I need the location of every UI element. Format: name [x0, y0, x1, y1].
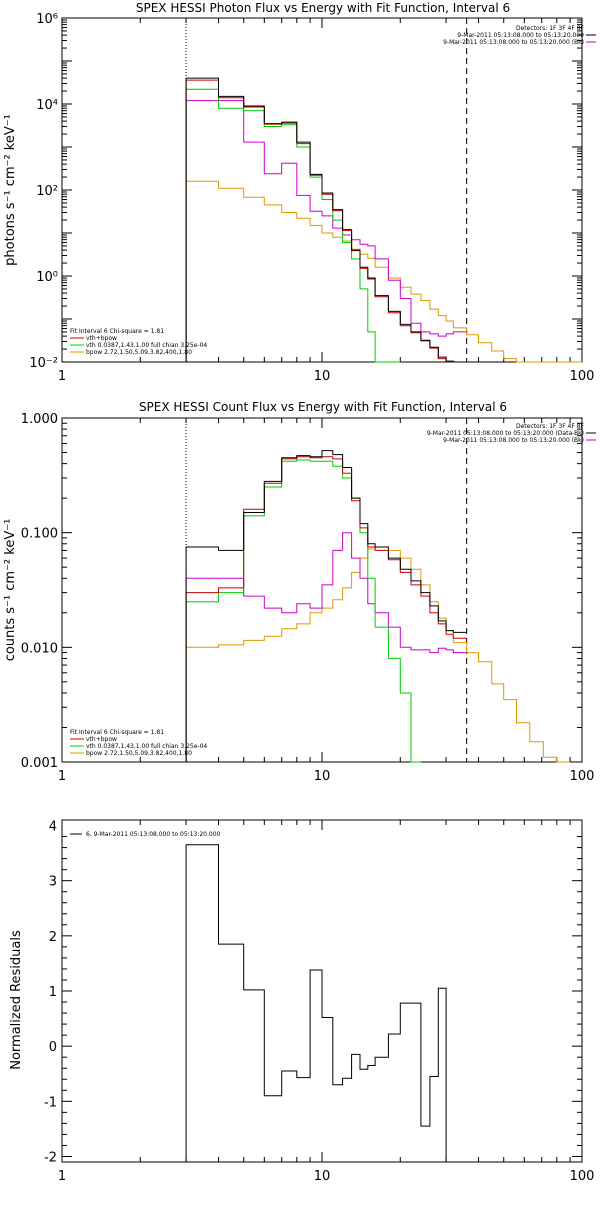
photon-series-bpow	[185, 180, 582, 363]
resid-y-tick-label: 0	[49, 1040, 57, 1055]
count-y-tick-label: 0.100	[21, 527, 58, 542]
resid-y-tick-label: 4	[49, 820, 57, 835]
count-y-tick-label: 0.010	[21, 641, 58, 656]
resid-x-tick-label: 10	[314, 1169, 331, 1184]
photon-x-tick-label: 10	[314, 369, 331, 384]
photon-y-tick-label: 10²	[36, 184, 58, 199]
count-x-tick-label: 10	[314, 769, 331, 784]
count-series-bk	[185, 532, 467, 762]
photon-panel-title: SPEX HESSI Photon Flux vs Energy with Fi…	[136, 1, 510, 15]
photon-header-interval: 9-Mar-2011 05:13:08.000 to 05:13:20.000	[457, 32, 584, 39]
count-x-tick-label: 1	[58, 769, 66, 784]
resid-y-tick-label: -1	[44, 1095, 57, 1110]
resid-y-tick-label: 1	[49, 985, 57, 1000]
photon-legend-vth: vth 0.0387,1.43,1.00 full chian 3.25e-04	[86, 342, 207, 349]
count-header-interval: 9-Mar-2011 05:13:08.000 to 05:13:20.000 …	[427, 430, 584, 437]
photon-legend-model: vth+bpow	[86, 335, 117, 342]
photon-y-tick-label: 10⁻²	[29, 356, 58, 371]
photon-series-vth	[185, 88, 401, 363]
photon-y-tick-label: 10⁶	[36, 12, 58, 27]
photon-legend-fit: Fit Interval 6 Chi-square = 1.81	[70, 328, 164, 335]
count-legend-fit: Fit Interval 6 Chi-square = 1.81	[70, 729, 164, 736]
resid-x-tick-label: 100	[570, 1169, 595, 1184]
count-header-bk: 9-Mar-2011 05:13:08.000 to 05:13:20.000 …	[443, 437, 584, 444]
photon-series-vth-plus-bpow	[185, 79, 467, 363]
resid-legend-text: 6. 9-Mar-2011 05:13:08.000 to 05:13:20.0…	[86, 831, 221, 838]
count-x-tick-label: 100	[570, 769, 595, 784]
count-y-axis-label: counts s⁻¹ cm⁻² keV⁻¹	[3, 519, 18, 662]
photon-x-tick-label: 1	[58, 369, 66, 384]
count-series-vth	[185, 459, 421, 763]
photon-legend-bpow: bpow 2.72,1.50,5.09,3.82,400,1.80	[86, 349, 192, 356]
resid-series-residuals	[185, 844, 447, 1162]
count-y-tick-label: 0.001	[21, 756, 58, 771]
resid-y-tick-label: -2	[44, 1150, 57, 1165]
photon-header-detectors: Detectors: 1F 3F 4F 8F	[516, 25, 585, 32]
photon-header-bk: 9-Mar-2011 05:13:08.000 to 05:13:20.000 …	[443, 39, 584, 46]
count-series-vth-plus-bpow	[185, 456, 467, 762]
photon-x-tick-label: 100	[570, 369, 595, 384]
count-header-detectors: Detectors: 1F 3F 4F 8F	[516, 423, 585, 430]
count-legend-model: vth+bpow	[86, 736, 117, 743]
count-legend-vth: vth 0.0387,1.43,1.00 full chian 3.25e-04	[86, 743, 207, 750]
resid-x-tick-label: 1	[58, 1169, 66, 1184]
photon-y-tick-label: 10⁴	[36, 98, 58, 113]
count-legend-bpow: bpow 2.72,1.50,5.09,3.82,400,1.80	[86, 750, 192, 757]
photon-y-tick-label: 10⁰	[36, 270, 58, 285]
photon-series-bk	[185, 100, 467, 362]
count-panel-title: SPEX HESSI Count Flux vs Energy with Fit…	[139, 400, 507, 414]
photon-y-axis-label: photons s⁻¹ cm⁻² keV⁻¹	[3, 114, 18, 266]
count-series-bpow	[185, 546, 571, 763]
count-y-tick-label: 1.000	[21, 412, 58, 427]
resid-y-axis-label: Normalized Residuals	[9, 930, 24, 1070]
count-series-total	[185, 450, 467, 762]
photon-series-total	[185, 77, 467, 363]
resid-y-tick-label: 3	[49, 875, 57, 890]
resid-y-tick-label: 2	[49, 930, 57, 945]
